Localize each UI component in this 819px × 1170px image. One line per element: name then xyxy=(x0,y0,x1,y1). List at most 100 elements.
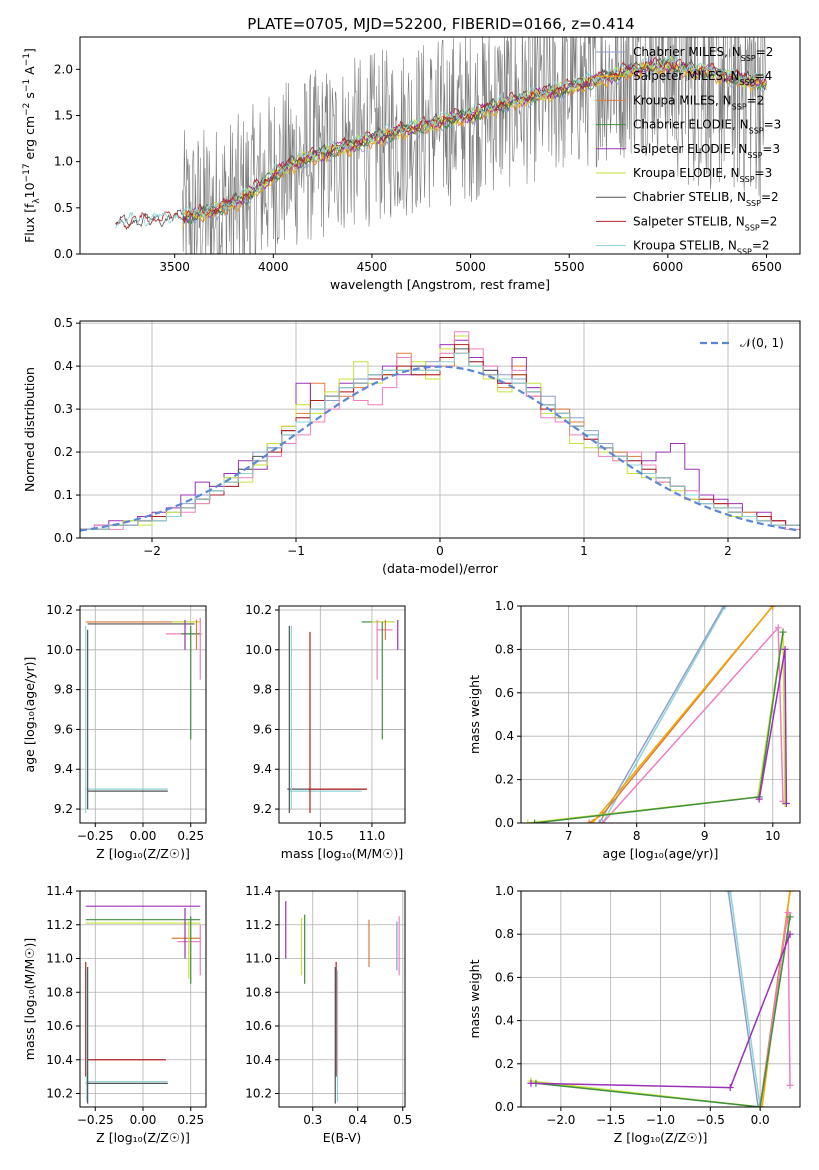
weight-point-marker xyxy=(786,930,794,938)
plot-area xyxy=(115,37,767,254)
x-axis-label: E(B-V) xyxy=(323,1130,362,1145)
weight-line xyxy=(729,891,761,1107)
y-tick-label: 0.5 xyxy=(54,316,73,330)
x-tick-label: −1.5 xyxy=(596,1113,625,1127)
figure-title: PLATE=0705, MJD=52200, FIBERID=0166, z=0… xyxy=(247,15,634,33)
x-tick-label: 0.3 xyxy=(303,1113,322,1127)
y-axis-label: age [log₁₀(age/yr)] xyxy=(22,657,37,773)
weight-point-marker xyxy=(588,819,596,823)
x-tick-label: 0 xyxy=(436,544,444,558)
x-tick-label: −0.5 xyxy=(696,1113,725,1127)
y-tick-label: 1.0 xyxy=(495,599,514,613)
y-tick-label: 0.0 xyxy=(495,816,514,830)
weight-point-marker xyxy=(531,819,539,823)
y-tick-label: 9.4 xyxy=(253,762,272,776)
x-tick-label: 8 xyxy=(633,829,641,843)
series-line-chabrier-stelib xyxy=(115,57,767,228)
x-tick-label: −1.0 xyxy=(646,1113,675,1127)
y-tick-label: 0.2 xyxy=(495,1057,514,1071)
legend-entry: Salpeter ELODIE, NSSP=3 xyxy=(633,142,780,160)
y-axis-label: mass [log₁₀(M/M☉)] xyxy=(22,938,37,1060)
weight-point-marker xyxy=(779,628,787,636)
y-axis-label: Normed distribution xyxy=(22,367,37,492)
y-tick-label: 0.8 xyxy=(495,642,514,656)
y-tick-label: 0.0 xyxy=(54,247,73,261)
x-tick-label: 6000 xyxy=(653,260,684,274)
y-tick-label: 10.2 xyxy=(46,1087,73,1101)
y-tick-label: 10.4 xyxy=(245,1053,272,1067)
x-tick-label: 0.25 xyxy=(177,1113,204,1127)
y-tick-label: 11.0 xyxy=(46,952,73,966)
chart-weight-vs-Z: −2.0 −1.5 −1.0 −0.5 0.0 0.0 0.2 0.4 0.6 0.8 1.0 Z [… xyxy=(467,884,801,1145)
series-line-kroupa-miles xyxy=(182,60,767,223)
y-tick-label: 10.2 xyxy=(245,603,272,617)
y-tick-label: 0.6 xyxy=(495,970,514,984)
x-tick-label: 0.5 xyxy=(393,1113,412,1127)
weight-point-marker xyxy=(769,606,777,610)
x-axis-label: mass [log₁₀(M/M☉)] xyxy=(281,846,403,861)
y-tick-label: 11.4 xyxy=(245,884,272,898)
weight-line xyxy=(598,606,725,823)
x-axis-label: Z [log₁₀(Z/Z☉)] xyxy=(614,1130,708,1145)
y-tick-label: 9.6 xyxy=(54,722,73,736)
y-axis-label: Flux [fλ10−17 erg cm−2 s−1 A−1] xyxy=(22,48,42,243)
weight-line xyxy=(602,606,726,823)
plot-area xyxy=(287,619,399,814)
plot-area xyxy=(527,891,794,1107)
weight-point-marker xyxy=(786,1081,794,1089)
y-tick-label: 2.0 xyxy=(54,62,73,76)
weight-point-marker xyxy=(726,1084,734,1092)
weight-point-marker xyxy=(754,1103,762,1107)
y-tick-label: 0.0 xyxy=(54,531,73,545)
chart-residuals: 𝒩(0, 1) −2 −1 0 1 2 0.0 0.1 0.2 0.3 0.4 0.5 (data-mo… xyxy=(22,316,801,576)
y-tick-label: 1.0 xyxy=(495,884,514,898)
x-tick-label: 11.0 xyxy=(359,829,386,843)
weight-point-marker xyxy=(720,606,728,610)
chart-weight-vs-age: 7 8 9 10 0.0 0.2 0.4 0.6 0.8 1.0 age [log₁₀(age/yr… xyxy=(467,599,801,861)
x-tick-label: −0.25 xyxy=(77,1113,114,1127)
y-tick-label: 0.2 xyxy=(495,773,514,787)
x-tick-label: −1 xyxy=(287,544,305,558)
y-tick-label: 10.2 xyxy=(245,1087,272,1101)
x-tick-label: −0.25 xyxy=(77,829,114,843)
chart-mass-vs-EBV: 0.3 0.4 0.5 10.2 10.4 10.6 10.8 11.0 11.2 11.4 E(B… xyxy=(245,884,412,1145)
y-tick-label: 9.4 xyxy=(54,762,73,776)
legend-entry: Chabrier STELIB, NSSP=2 xyxy=(633,190,779,208)
x-axis-label: Z [log₁₀(Z/Z☉)] xyxy=(96,846,190,861)
legend-entry: Chabrier ELODIE, NSSP=3 xyxy=(633,118,781,136)
weight-point-marker xyxy=(527,1079,535,1087)
x-axis-label: age [log₁₀(age/yr)] xyxy=(603,846,719,861)
x-tick-label: 5000 xyxy=(455,260,486,274)
weight-point-marker xyxy=(755,795,763,803)
x-tick-label: −2 xyxy=(143,544,161,558)
series-line-salpeter-stelib xyxy=(115,56,767,231)
y-tick-label: 10.6 xyxy=(46,1019,73,1033)
plot-area xyxy=(524,606,790,823)
normal-curve-line xyxy=(80,365,800,532)
chart-spectrum: Chabrier MILES, NSSP=2 Salpeter MILES, NS… xyxy=(22,36,801,292)
legend-entry: Kroupa STELIB, NSSP=2 xyxy=(633,239,770,257)
weight-point-marker xyxy=(585,819,593,823)
y-tick-label: 0.2 xyxy=(54,445,73,459)
y-tick-label: 10.8 xyxy=(46,985,73,999)
weight-line xyxy=(591,606,774,823)
weight-point-marker xyxy=(524,819,532,823)
weight-line xyxy=(602,625,784,823)
weight-point-marker xyxy=(721,606,729,610)
series-line-kroupa-stelib xyxy=(115,55,767,229)
weight-point-marker xyxy=(782,799,790,807)
y-tick-label: 11.2 xyxy=(46,918,73,932)
weight-point-marker xyxy=(756,1103,764,1107)
x-tick-label: 0.4 xyxy=(348,1113,367,1127)
plot-area xyxy=(80,331,800,532)
legend-entry: Kroupa ELODIE, NSSP=3 xyxy=(633,166,772,184)
y-tick-label: 1.0 xyxy=(54,155,73,169)
y-tick-label: 9.6 xyxy=(253,722,272,736)
y-tick-label: 9.2 xyxy=(253,802,272,816)
weight-point-marker xyxy=(786,891,794,895)
x-tick-label: 4500 xyxy=(357,260,388,274)
weight-point-marker xyxy=(784,909,792,917)
y-tick-label: 10.6 xyxy=(245,1019,272,1033)
chart-age-vs-Z: −0.25 0.00 0.25 9.2 9.4 9.6 9.8 10.0 10.2 Z [log₁… xyxy=(22,603,207,861)
x-tick-label: 10 xyxy=(765,829,780,843)
